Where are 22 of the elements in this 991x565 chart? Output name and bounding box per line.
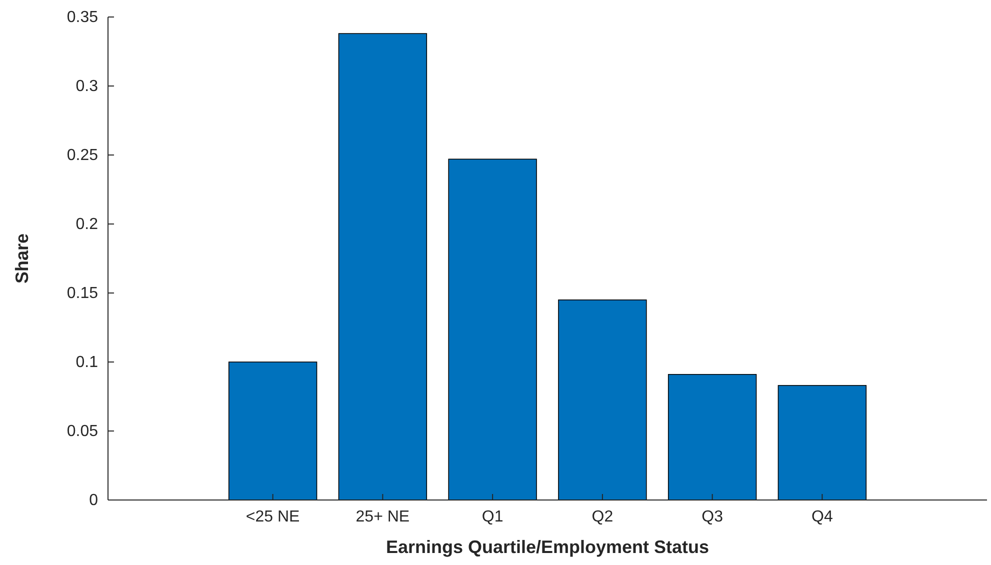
x-tick-label: Q3 <box>702 508 724 526</box>
x-tick-label: 25+ NE <box>356 508 410 526</box>
x-tick-label: Q1 <box>482 508 504 526</box>
bar <box>448 158 537 500</box>
x-axis-title: Earnings Quartile/Employment Status <box>386 537 710 557</box>
y-tick-label: 0 <box>89 492 98 510</box>
bar <box>558 300 647 500</box>
y-tick-label: 0.15 <box>66 285 98 302</box>
y-tick-label: 0.2 <box>76 216 98 234</box>
y-tick-label: 0.1 <box>76 354 98 372</box>
bar <box>778 385 867 500</box>
y-axis-title: Share <box>12 233 32 284</box>
bar <box>228 362 318 500</box>
x-tick-label: Q2 <box>592 508 614 526</box>
y-tick-label: 0.25 <box>66 147 98 164</box>
x-tick-label: <25 NE <box>246 508 300 526</box>
y-tick-label: 0.35 <box>66 9 98 26</box>
y-tick-label: 0.05 <box>66 423 98 440</box>
x-tick-label: Q4 <box>812 508 833 526</box>
bar <box>668 374 757 500</box>
y-tick-label: 0.3 <box>76 78 98 96</box>
bar <box>338 33 428 500</box>
